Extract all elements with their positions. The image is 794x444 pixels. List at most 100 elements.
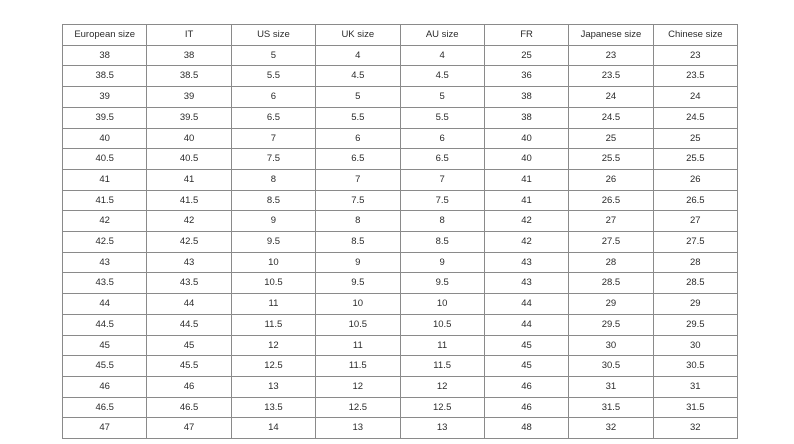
table-cell: 8 xyxy=(230,168,317,191)
table-row: 46 46 13 12 12 46 31 31 xyxy=(61,375,739,398)
table-cell: 25.5 xyxy=(652,148,739,170)
table-cell: 40.5 xyxy=(146,148,232,170)
table-cell: 31 xyxy=(568,375,654,398)
table-cell: 48 xyxy=(483,417,570,440)
table-cell: 26 xyxy=(568,168,654,191)
table-cell: 39.5 xyxy=(146,106,232,129)
table-cell: 42 xyxy=(483,210,570,233)
table-cell: 11 xyxy=(315,334,401,357)
table-cell: 31.5 xyxy=(568,396,654,419)
table-cell: 27.5 xyxy=(568,231,654,253)
table-cell: 8 xyxy=(315,210,401,233)
table-cell: 46 xyxy=(483,396,570,419)
table-cell: 45 xyxy=(483,355,570,377)
table-cell: 10.5 xyxy=(230,272,317,295)
table-cell: 44 xyxy=(146,293,232,315)
table-cell: 47 xyxy=(61,417,148,440)
column-header: UK size xyxy=(315,24,401,46)
table-header-row: European size IT US size UK size AU size FR Ja… xyxy=(61,24,739,46)
table-cell: 43 xyxy=(61,251,148,274)
table-cell: 26.5 xyxy=(568,189,654,212)
table-cell: 39.5 xyxy=(61,106,148,129)
table-cell: 38 xyxy=(146,44,232,67)
table-cell: 24 xyxy=(568,86,654,108)
table-row: 43 43 10 9 9 43 28 28 xyxy=(61,251,739,274)
table-cell: 29 xyxy=(652,293,739,315)
table-cell: 45 xyxy=(61,334,148,357)
table-cell: 41 xyxy=(61,168,148,191)
table-cell: 13 xyxy=(230,375,317,398)
table-cell: 39 xyxy=(146,86,232,108)
table-cell: 41 xyxy=(146,168,232,191)
column-header: Chinese size xyxy=(652,24,739,46)
table-row: 43.5 43.5 10.5 9.5 9.5 43 28.5 28.5 xyxy=(61,272,739,295)
table-cell: 10.5 xyxy=(315,313,401,336)
table-cell: 6 xyxy=(230,86,317,108)
table-cell: 4.5 xyxy=(399,65,485,88)
table-cell: 47 xyxy=(146,417,232,440)
table-cell: 44 xyxy=(483,293,570,315)
table-cell: 44.5 xyxy=(61,313,148,336)
table-cell: 31 xyxy=(652,375,739,398)
table-cell: 7 xyxy=(315,168,401,191)
table-cell: 4.5 xyxy=(315,65,401,88)
table-cell: 45 xyxy=(146,334,232,357)
table-row: 38 38 5 4 4 25 23 23 xyxy=(61,44,739,67)
table-cell: 11 xyxy=(399,334,485,357)
table-row: 42.5 42.5 9.5 8.5 8.5 42 27.5 27.5 xyxy=(61,231,739,253)
table-cell: 46.5 xyxy=(146,396,232,419)
table-cell: 23.5 xyxy=(652,65,739,88)
table-cell: 38.5 xyxy=(146,65,232,88)
table-cell: 25 xyxy=(483,44,570,67)
table-cell: 24.5 xyxy=(652,106,739,129)
column-header: FR xyxy=(483,24,570,46)
table-cell: 46.5 xyxy=(61,396,148,419)
table-cell: 5 xyxy=(315,86,401,108)
table-row: 45.5 45.5 12.5 11.5 11.5 45 30.5 30.5 xyxy=(61,355,739,377)
table-cell: 23 xyxy=(652,44,739,67)
table-cell: 28 xyxy=(652,251,739,274)
table-cell: 5.5 xyxy=(315,106,401,129)
table-cell: 12.5 xyxy=(230,355,317,377)
table-cell: 41.5 xyxy=(146,189,232,212)
table-cell: 36 xyxy=(483,65,570,88)
table-cell: 9 xyxy=(230,210,317,233)
table-cell: 6.5 xyxy=(399,148,485,170)
table-cell: 4 xyxy=(315,44,401,67)
table-cell: 11 xyxy=(230,293,317,315)
table-cell: 8.5 xyxy=(230,189,317,212)
table-cell: 13 xyxy=(315,417,401,440)
table-cell: 30 xyxy=(568,334,654,357)
table-cell: 5 xyxy=(399,86,485,108)
table-cell: 27 xyxy=(652,210,739,233)
table-row: 47 47 14 13 13 48 32 32 xyxy=(61,417,739,440)
table-cell: 40 xyxy=(483,127,570,150)
table-cell: 46 xyxy=(146,375,232,398)
table-cell: 41 xyxy=(483,168,570,191)
table-cell: 38 xyxy=(483,106,570,129)
table-cell: 30.5 xyxy=(652,355,739,377)
table-row: 41 41 8 7 7 41 26 26 xyxy=(61,168,739,191)
table-cell: 25 xyxy=(568,127,654,150)
table-cell: 6.5 xyxy=(315,148,401,170)
table-cell: 43 xyxy=(483,251,570,274)
table-cell: 10 xyxy=(230,251,317,274)
table-cell: 42.5 xyxy=(61,231,148,253)
table-cell: 30.5 xyxy=(568,355,654,377)
table-cell: 42 xyxy=(483,231,570,253)
table-cell: 6 xyxy=(315,127,401,150)
table-cell: 5.5 xyxy=(399,106,485,129)
shoe-size-conversion-table: European size IT US size UK size AU size FR Ja… xyxy=(61,24,739,440)
table-row: 46.5 46.5 13.5 12.5 12.5 46 31.5 31.5 xyxy=(61,396,739,419)
table-cell: 29.5 xyxy=(652,313,739,336)
table-cell: 28.5 xyxy=(568,272,654,295)
table-cell: 12.5 xyxy=(399,396,485,419)
column-header: IT xyxy=(146,24,232,46)
table-cell: 8.5 xyxy=(315,231,401,253)
table-cell: 46 xyxy=(483,375,570,398)
table-cell: 32 xyxy=(652,417,739,440)
column-header: Japanese size xyxy=(568,24,654,46)
table-cell: 29 xyxy=(568,293,654,315)
table-row: 38.5 38.5 5.5 4.5 4.5 36 23.5 23.5 xyxy=(61,65,739,88)
size-chart-container: European size IT US size UK size AU size FR Ja… xyxy=(61,24,739,440)
